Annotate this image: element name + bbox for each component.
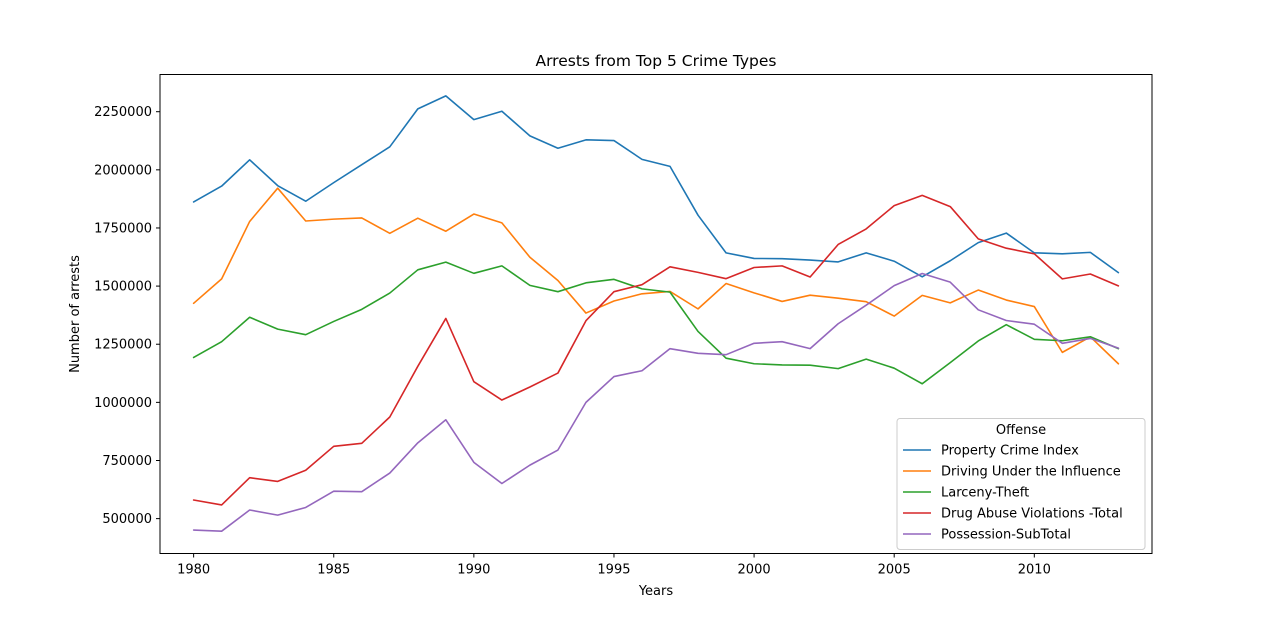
y-tick-label: 1000000 <box>94 396 152 411</box>
y-tick-label: 2000000 <box>94 163 152 178</box>
x-tick-label: 2005 <box>878 563 911 578</box>
legend-box <box>896 418 1146 550</box>
x-tick-label: 1995 <box>597 563 630 578</box>
y-tick-label: 1750000 <box>94 221 152 236</box>
legend: Offense Property Crime Index Driving Unde… <box>896 418 1146 550</box>
y-tick-label: 2250000 <box>94 105 152 120</box>
y-tick-label: 1250000 <box>94 338 152 353</box>
y-tick-label: 750000 <box>102 454 152 469</box>
legend-label: Driving Under the Influence <box>941 465 1121 480</box>
legend-title: Offense <box>996 423 1046 438</box>
y-tick-label: 500000 <box>102 512 152 527</box>
series-line-4 <box>192 194 1120 506</box>
legend-label: Larceny-Theft <box>941 486 1029 501</box>
legend-label: Drug Abuse Violations -Total <box>941 507 1123 522</box>
series-line-3 <box>192 261 1120 385</box>
series-line-1 <box>192 95 1120 278</box>
y-axis-label: Number of arrests <box>68 255 83 373</box>
x-tick-label: 1985 <box>317 563 350 578</box>
x-tick-label: 1980 <box>177 563 210 578</box>
x-tick-label: 2010 <box>1018 563 1051 578</box>
plot-frame <box>159 74 1153 554</box>
plot-lines <box>192 95 1120 532</box>
x-tick-label: 1990 <box>457 563 490 578</box>
chart-title: Arrests from Top 5 Crime Types <box>535 52 776 70</box>
legend-items: Property Crime Index Driving Under the In… <box>903 444 1123 543</box>
legend-label: Property Crime Index <box>941 444 1079 459</box>
y-axis: 500000 750000 1000000 1250000 1500000 1750000… <box>94 105 160 527</box>
y-tick-label: 1500000 <box>94 280 152 295</box>
x-axis-label: Years <box>638 584 674 599</box>
x-tick-label: 2000 <box>738 563 771 578</box>
legend-label: Possession-SubTotal <box>941 528 1071 543</box>
series-line-5 <box>192 272 1120 532</box>
x-axis: 1980 1985 1990 1995 2000 2005 2010 <box>177 553 1051 578</box>
